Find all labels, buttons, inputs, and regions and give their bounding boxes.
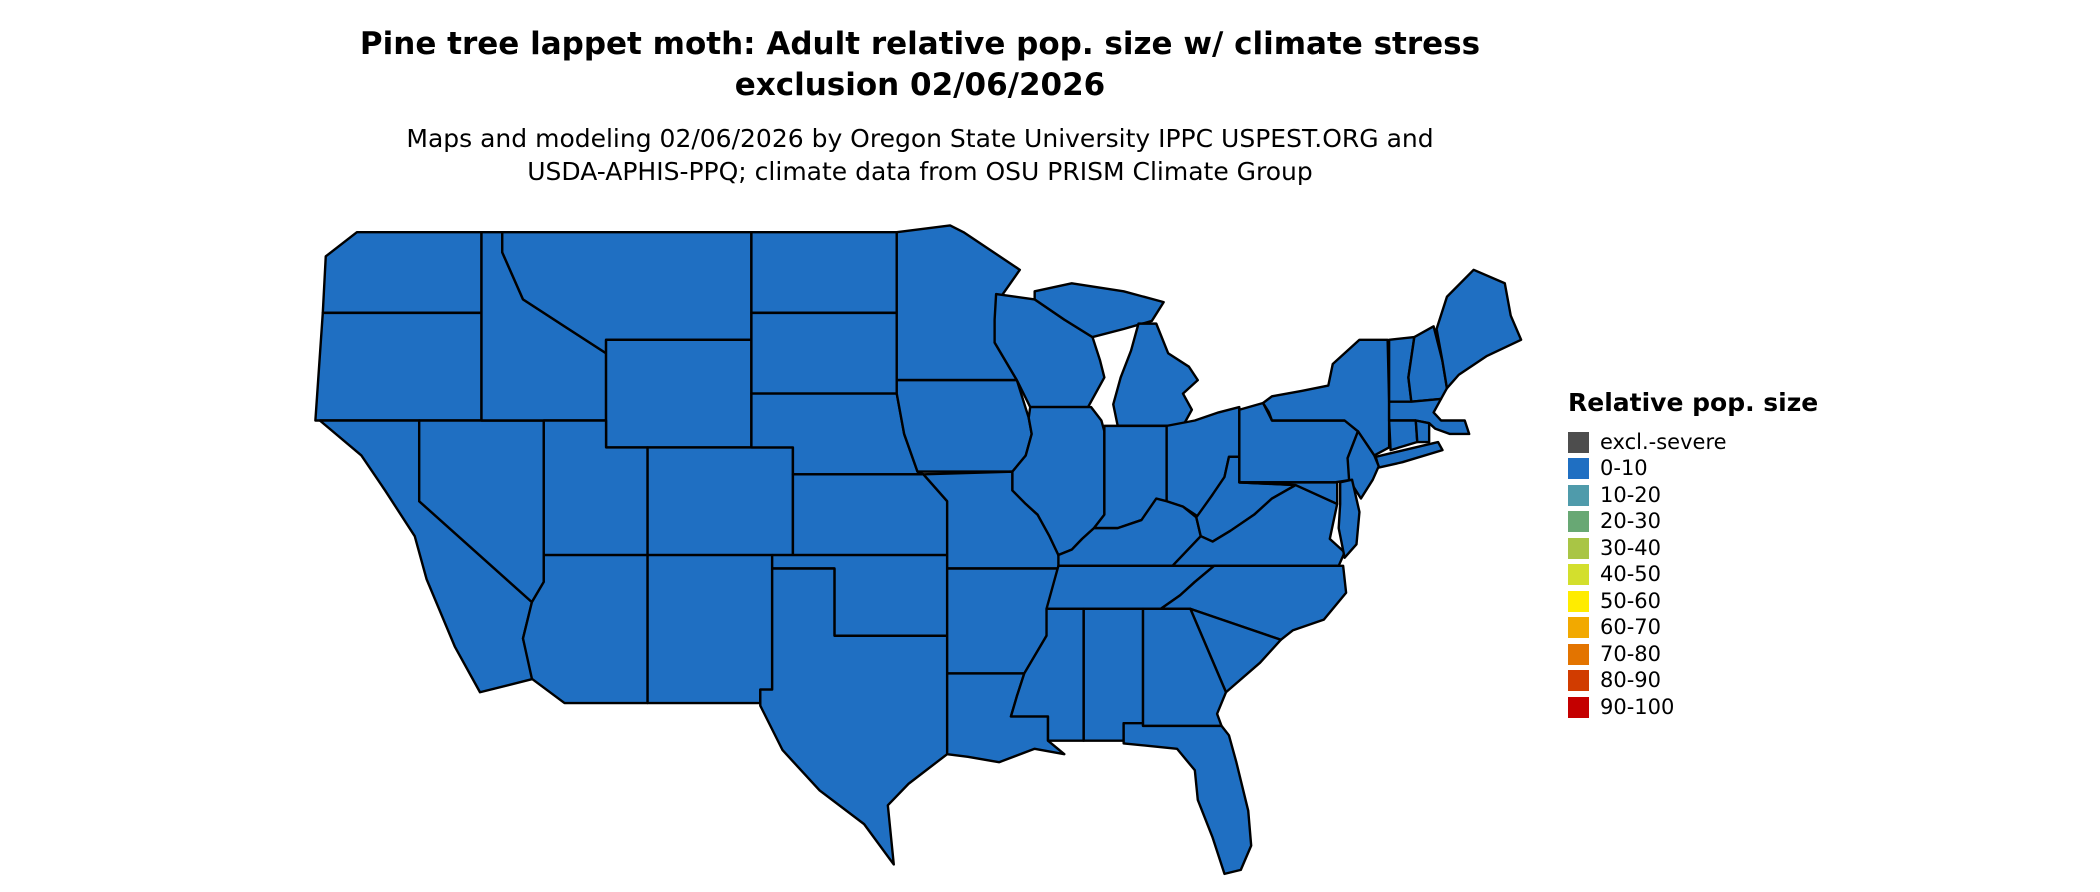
figure-subtitle-line2: USDA-APHIS-PPQ; climate data from OSU PR… bbox=[527, 157, 1313, 186]
legend-items: excl.-severe 0-10 10-20 20-30 30-40 40-50 50-6… bbox=[1568, 429, 1818, 721]
figure-title-line1: Pine tree lappet moth: Adult relative po… bbox=[359, 26, 1481, 62]
state-colorado bbox=[648, 447, 793, 555]
us-states-group bbox=[315, 225, 1521, 873]
state-mississippi bbox=[1011, 609, 1084, 741]
legend-item-label: 0-10 bbox=[1600, 456, 1648, 481]
legend-item: 10-20 bbox=[1568, 482, 1818, 509]
legend-item: excl.-severe bbox=[1568, 429, 1818, 456]
legend-item-label: 70-80 bbox=[1600, 641, 1662, 666]
legend-item-label: 10-20 bbox=[1600, 482, 1662, 507]
us-map bbox=[305, 216, 1530, 886]
legend-title: Relative pop. size bbox=[1568, 388, 1819, 417]
state-washington bbox=[323, 232, 482, 313]
legend-swatch bbox=[1568, 511, 1589, 533]
state-new-hampshire bbox=[1408, 326, 1447, 401]
state-south-dakota bbox=[751, 313, 896, 394]
legend-swatch bbox=[1568, 696, 1589, 718]
legend-swatch bbox=[1568, 431, 1589, 453]
legend-item-label: 30-40 bbox=[1600, 535, 1662, 560]
legend-item-label: 40-50 bbox=[1600, 562, 1662, 587]
state-wyoming bbox=[606, 340, 751, 448]
figure-title: Pine tree lappet moth: Adult relative po… bbox=[310, 24, 1530, 106]
state-new-mexico bbox=[648, 555, 773, 703]
state-maine bbox=[1437, 270, 1522, 388]
legend-swatch bbox=[1568, 590, 1589, 612]
state-connecticut bbox=[1389, 420, 1417, 450]
state-alabama bbox=[1084, 609, 1143, 741]
legend-item: 40-50 bbox=[1568, 562, 1818, 589]
legend-item: 70-80 bbox=[1568, 641, 1818, 668]
legend-item: 30-40 bbox=[1568, 535, 1818, 562]
state-rhode-island bbox=[1416, 420, 1429, 442]
legend-item: 50-60 bbox=[1568, 588, 1818, 615]
legend-item: 90-100 bbox=[1568, 694, 1818, 721]
legend-item: 0-10 bbox=[1568, 456, 1818, 483]
state-michigan-lower-peninsula bbox=[1113, 324, 1198, 426]
state-north-dakota bbox=[751, 232, 896, 313]
state-iowa bbox=[897, 380, 1032, 471]
state-new-jersey bbox=[1348, 431, 1379, 498]
legend-swatch bbox=[1568, 670, 1589, 692]
legend-item: 20-30 bbox=[1568, 509, 1818, 536]
figure-title-line2: exclusion 02/06/2026 bbox=[734, 67, 1106, 103]
legend-swatch bbox=[1568, 458, 1589, 480]
legend-swatch bbox=[1568, 617, 1589, 639]
figure-subtitle-line1: Maps and modeling 02/06/2026 by Oregon S… bbox=[406, 124, 1434, 153]
state-florida bbox=[1124, 723, 1252, 874]
legend-item: 80-90 bbox=[1568, 668, 1818, 695]
legend-swatch bbox=[1568, 643, 1589, 665]
legend-swatch bbox=[1568, 484, 1589, 506]
legend-swatch bbox=[1568, 564, 1589, 586]
legend-item-label: 20-30 bbox=[1600, 509, 1662, 534]
legend-item-label: excl.-severe bbox=[1600, 429, 1727, 454]
legend-item-label: 80-90 bbox=[1600, 668, 1662, 693]
state-delmarva-peninsula bbox=[1339, 480, 1360, 558]
legend-item: 60-70 bbox=[1568, 615, 1818, 642]
legend-item-label: 90-100 bbox=[1600, 694, 1675, 719]
state-texas bbox=[760, 568, 947, 864]
legend-swatch bbox=[1568, 537, 1589, 559]
state-maryland bbox=[1239, 482, 1337, 504]
legend-item-label: 60-70 bbox=[1600, 615, 1662, 640]
map-legend: Relative pop. size excl.-severe 0-10 10-20… bbox=[1568, 388, 1818, 721]
state-kansas bbox=[793, 474, 947, 555]
state-oregon bbox=[315, 313, 481, 421]
legend-item-label: 50-60 bbox=[1600, 588, 1662, 613]
figure-subtitle: Maps and modeling 02/06/2026 by Oregon S… bbox=[310, 122, 1530, 188]
